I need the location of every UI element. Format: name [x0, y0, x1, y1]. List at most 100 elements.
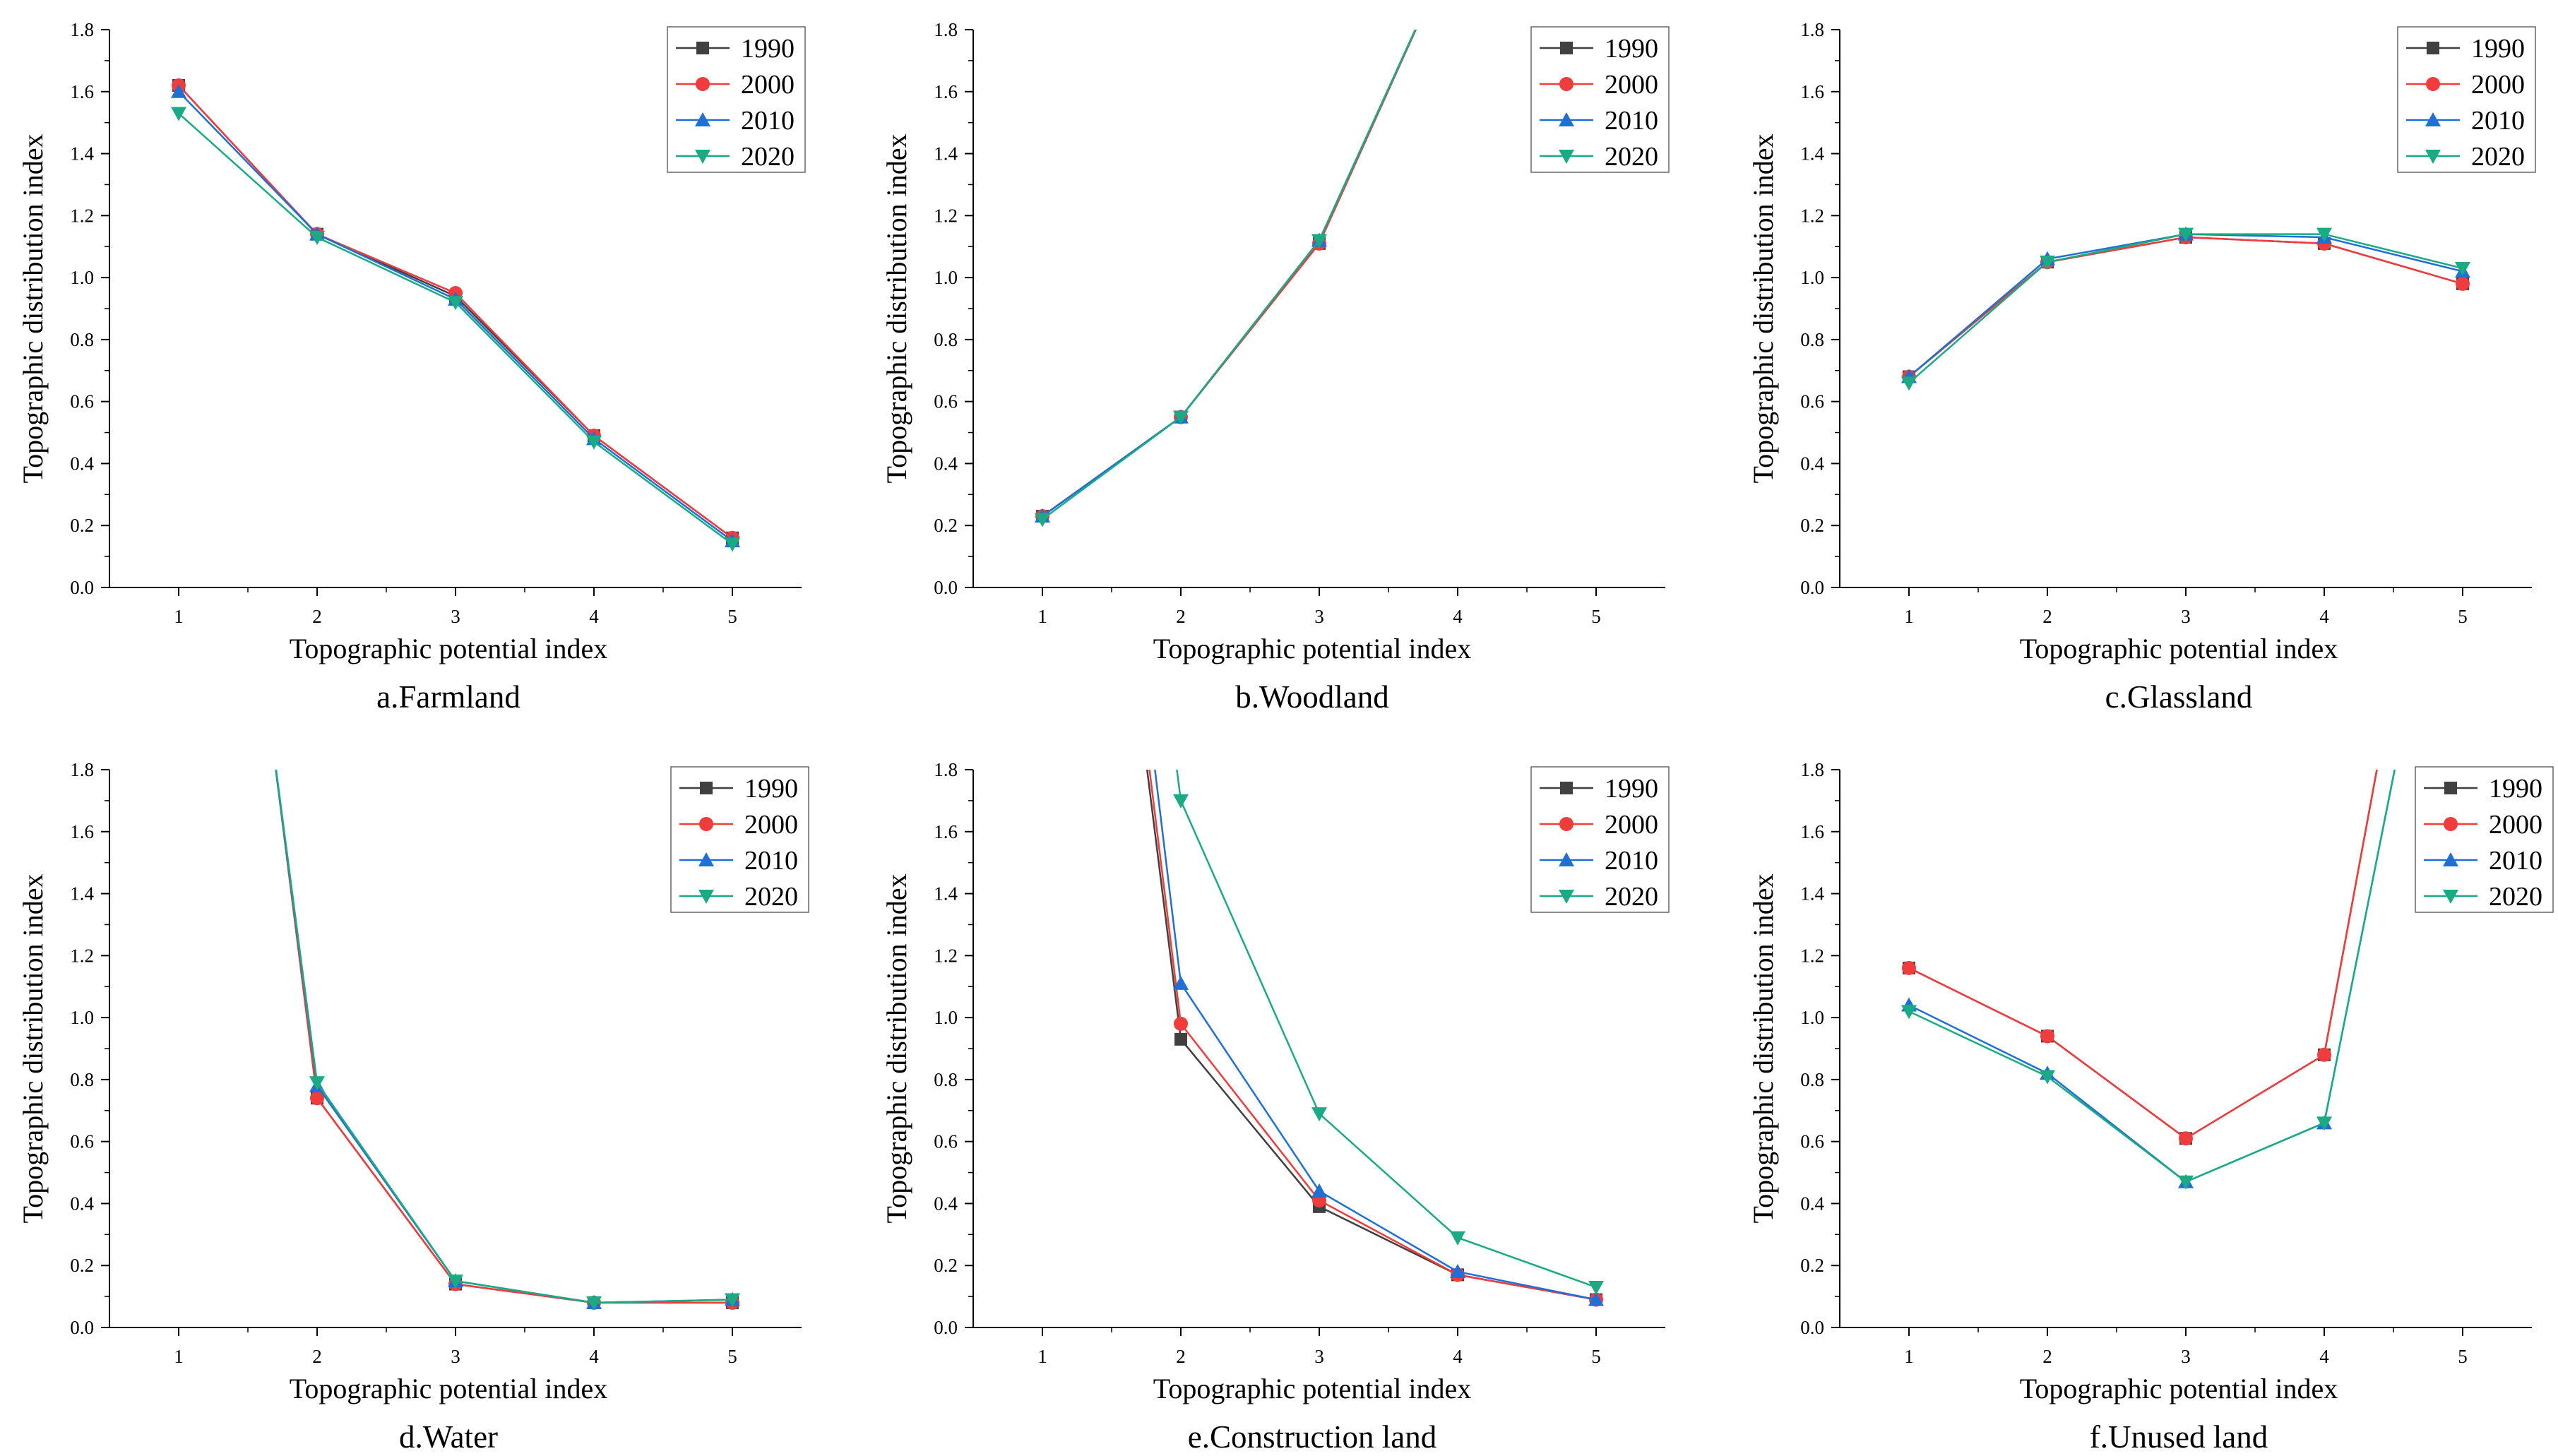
y-tick-label: 1.4	[934, 883, 958, 905]
y-tick-label: 1.0	[70, 1007, 94, 1028]
data-point-2020-x3	[2178, 1175, 2194, 1190]
chart-panel-1: 0.0 0.2 0.4 0.6 0.8 1.0 1.2 1.4 1.6 1.8 1 2 3 4 5 Topog…	[17, 19, 806, 715]
legend-marker	[696, 42, 709, 54]
chart-panel-3: 0.0 0.2 0.4 0.6 0.8 1.0 1.2 1.4 1.6 1.8 1 2 3 4 5 Topog…	[1747, 19, 2536, 715]
data-point-2020-x1	[171, 107, 186, 121]
chart-caption: a.Farmland	[376, 679, 520, 715]
x-tick-label: 1	[1037, 1346, 1047, 1367]
data-point-2020-x4	[2316, 227, 2332, 242]
legend-marker	[695, 150, 710, 164]
legend-marker	[695, 112, 710, 126]
legend-marker	[700, 782, 713, 794]
x-tick-label: 1	[1904, 1346, 1914, 1367]
x-tick-label: 4	[589, 1346, 599, 1367]
y-tick-label: 1.2	[70, 945, 94, 966]
legend-entry: 2000	[1605, 70, 1658, 100]
data-point-2000-x4	[2317, 1047, 2331, 1062]
data-point-2020-x3	[448, 1275, 463, 1289]
legend-marker	[2425, 150, 2441, 164]
x-tick-label: 2	[1176, 606, 1186, 627]
y-tick-label: 1.4	[934, 143, 958, 165]
legend-marker	[1559, 890, 1574, 904]
legend-box	[670, 766, 809, 913]
chart-caption: e.Construction land	[1188, 1419, 1436, 1455]
x-axis-label: Topographic potential index	[1153, 1373, 1471, 1404]
y-tick-label: 1.0	[70, 267, 94, 288]
y-tick-label: 0.8	[934, 1069, 958, 1090]
legend-marker	[2426, 77, 2440, 91]
data-point-2010-x3	[1311, 1183, 1327, 1198]
legend: 1990 2000 2010 2020	[1530, 26, 1670, 173]
data-point-2020-x4	[586, 1296, 602, 1311]
legend-entry: 2020	[741, 142, 795, 172]
chart-panel-2: 0.0 0.2 0.4 0.6 0.8 1.0 1.2 1.4 1.6 1.8 1 2 3 4 5 Topog…	[881, 19, 1670, 715]
chart-caption: d.Water	[399, 1419, 498, 1455]
x-tick-label: 2	[2042, 1346, 2052, 1367]
legend-entry: 2020	[2489, 882, 2542, 912]
legend-entry: 2010	[1605, 846, 1658, 876]
y-axis-label: Topographic distribution index	[1747, 874, 1779, 1224]
data-point-2020-x1	[1901, 376, 1917, 391]
y-tick-label: 1.6	[934, 821, 958, 842]
y-tick-label: 1.4	[1800, 143, 1824, 165]
plot-area	[1035, 30, 1417, 527]
y-tick-label: 0.6	[1800, 1131, 1824, 1152]
x-tick-label: 4	[589, 606, 599, 627]
data-point-2020-x3	[2178, 227, 2194, 242]
x-tick-label: 5	[2458, 1346, 2468, 1367]
y-tick-label: 1.0	[1800, 267, 1824, 288]
y-tick-label: 0.6	[1800, 391, 1824, 412]
x-tick-label: 1	[174, 1346, 184, 1367]
chart-caption: c.Glassland	[2105, 679, 2253, 715]
data-point-2010-x5	[1588, 1291, 1604, 1306]
y-tick-label: 1.0	[1800, 1007, 1824, 1028]
data-point-2010-x1	[171, 83, 186, 98]
data-point-2020-x5	[1588, 1280, 1604, 1295]
data-point-2000-x1	[1902, 960, 1916, 975]
y-tick-label: 0.0	[1800, 577, 1824, 598]
y-tick-label: 1.6	[1800, 81, 1824, 102]
y-tick-label: 0.8	[934, 329, 958, 350]
legend-entry: 2000	[741, 70, 795, 100]
y-tick-label: 0.2	[70, 515, 94, 536]
y-axis-label: Topographic distribution index	[17, 874, 49, 1224]
plot-area	[275, 770, 740, 1311]
data-point-2020-x4	[1450, 1231, 1465, 1246]
data-point-1990-x2	[1174, 1032, 1187, 1046]
data-point-2000-x2	[310, 1091, 324, 1106]
data-point-2020-x4	[586, 435, 602, 450]
y-tick-label: 1.0	[934, 267, 958, 288]
y-tick-label: 1.4	[1800, 883, 1824, 905]
legend-marker	[1559, 112, 1574, 126]
legend-entry: 1990	[741, 34, 795, 64]
data-point-2020-x2	[1173, 794, 1189, 808]
data-point-2020-x5	[725, 537, 740, 552]
x-tick-label: 1	[1037, 606, 1047, 627]
x-tick-label: 3	[2181, 606, 2191, 627]
y-tick-label: 0.4	[934, 1193, 958, 1214]
y-tick-label: 0.0	[1800, 1317, 1824, 1338]
legend-marker	[1559, 150, 1574, 164]
chart-panels: 0.0 0.2 0.4 0.6 0.8 1.0 1.2 1.4 1.6 1.8 1 2 3 4 5 Topog…	[17, 19, 2554, 1455]
x-tick-label: 3	[1314, 606, 1324, 627]
legend-box	[1530, 26, 1670, 173]
legend-marker	[2425, 112, 2441, 126]
y-tick-label: 0.0	[70, 577, 94, 598]
x-tick-label: 2	[312, 606, 322, 627]
y-tick-label: 1.6	[934, 81, 958, 102]
legend-entry: 1990	[2489, 774, 2542, 804]
y-tick-label: 0.6	[70, 391, 94, 412]
legend-marker	[2443, 852, 2458, 866]
x-tick-label: 5	[727, 606, 737, 627]
x-tick-label: 1	[1904, 606, 1914, 627]
legend-marker	[699, 817, 713, 831]
legend-entry: 2020	[744, 882, 798, 912]
plot-area	[1146, 770, 1604, 1307]
y-tick-label: 1.4	[70, 883, 94, 905]
data-point-2000-x2	[1174, 1016, 1188, 1031]
data-point-2020-x2	[2040, 256, 2055, 270]
y-tick-label: 0.6	[70, 1131, 94, 1152]
legend-box	[2415, 766, 2554, 913]
y-tick-label: 0.2	[1800, 1255, 1824, 1276]
